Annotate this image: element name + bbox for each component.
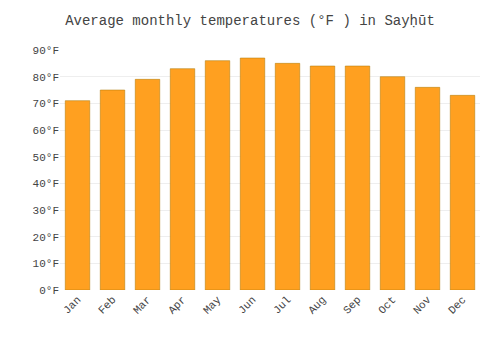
svg-text:50°F: 50°F xyxy=(33,152,59,164)
svg-text:Feb: Feb xyxy=(96,294,118,316)
svg-text:Sep: Sep xyxy=(341,294,363,316)
svg-text:Mar: Mar xyxy=(131,294,153,316)
svg-text:Jun: Jun xyxy=(236,294,258,316)
svg-text:Dec: Dec xyxy=(446,294,468,316)
svg-text:80°F: 80°F xyxy=(33,72,59,84)
svg-text:0°F: 0°F xyxy=(39,285,59,297)
svg-text:90°F: 90°F xyxy=(33,45,59,57)
svg-text:Jan: Jan xyxy=(61,294,83,316)
svg-text:Oct: Oct xyxy=(376,294,398,316)
svg-text:10°F: 10°F xyxy=(33,258,59,270)
svg-text:70°F: 70°F xyxy=(33,98,59,110)
svg-text:Jul: Jul xyxy=(271,294,293,316)
svg-text:Nov: Nov xyxy=(411,294,434,317)
svg-text:Aug: Aug xyxy=(306,294,328,316)
svg-text:May: May xyxy=(201,294,224,317)
svg-text:20°F: 20°F xyxy=(33,232,59,244)
svg-text:Apr: Apr xyxy=(166,294,188,316)
svg-text:40°F: 40°F xyxy=(33,178,59,190)
svg-text:60°F: 60°F xyxy=(33,125,59,137)
svg-text:Average monthly temperatures (: Average monthly temperatures (°F ) in Sa… xyxy=(65,13,435,29)
svg-text:30°F: 30°F xyxy=(33,205,59,217)
